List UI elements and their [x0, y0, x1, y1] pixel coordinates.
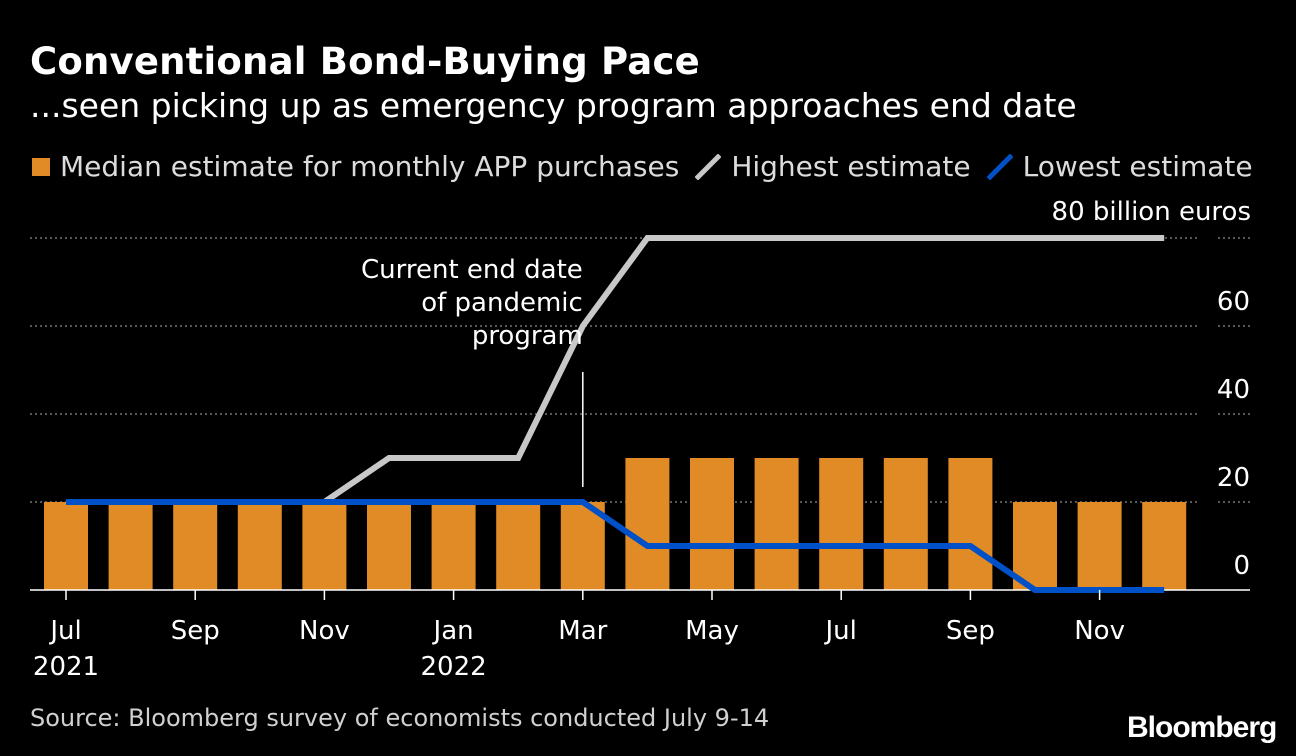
y-axis-top-label: 80 billion euros — [1052, 197, 1251, 227]
bar-2022-12 — [1142, 502, 1187, 590]
bar-2022-08 — [883, 458, 928, 590]
y-tick-label-40: 40 — [1217, 375, 1250, 405]
bar-2022-01 — [431, 502, 476, 590]
x-tick-label-10: May — [685, 616, 739, 646]
legend-swatch-median — [32, 157, 50, 176]
bar-2022-09 — [948, 458, 993, 590]
bar-2022-02 — [496, 502, 541, 590]
x-tick-label-12: Jul — [824, 616, 857, 646]
bar-2021-10 — [237, 502, 282, 590]
y-tick-label-60: 60 — [1217, 287, 1250, 317]
bloomberg-logo: Bloomberg — [1127, 711, 1277, 744]
x-tick-label-0: Jul — [48, 616, 81, 646]
bar-2022-11 — [1077, 502, 1122, 590]
bar-2022-04 — [625, 458, 670, 590]
bar-2021-08 — [108, 502, 153, 590]
legend-item-highest: Highest estimate — [695, 150, 971, 183]
bar-2021-07 — [44, 502, 88, 590]
x-tick-label-2: Sep — [171, 616, 220, 646]
legend: Median estimate for monthly APP purchase… — [32, 150, 1269, 183]
legend-swatch-highest — [695, 153, 722, 180]
bar-2022-03 — [560, 502, 605, 590]
legend-label-median: Median estimate for monthly APP purchase… — [60, 150, 680, 183]
legend-swatch-lowest — [986, 153, 1013, 180]
series-line-highest — [66, 235, 1165, 505]
x-tick-label-8: Mar — [558, 616, 607, 646]
legend-label-highest: Highest estimate — [731, 150, 971, 183]
x-tick-label-14: Sep — [946, 616, 995, 646]
bar-2022-06 — [754, 458, 799, 590]
series-line-lowest — [66, 499, 1165, 593]
source-note: Source: Bloomberg survey of economists c… — [30, 704, 770, 732]
bar-2021-11 — [302, 502, 347, 590]
chart-title: Conventional Bond-Buying Pace — [30, 40, 700, 83]
bar-2022-07 — [819, 458, 864, 590]
bar-2022-10 — [1013, 502, 1057, 590]
x-tick-label-16: Nov — [1074, 616, 1125, 646]
chart-subtitle: ...seen picking up as emergency program … — [30, 86, 1077, 125]
chart-plot: 0 20 40 60 80 billion euros Jul 2021 Sep Nov Jan 2… — [30, 197, 1251, 682]
x-tick-label-4: Nov — [299, 616, 350, 646]
annotation-text-line-1: Current end date — [361, 255, 583, 285]
y-tick-label-0: 0 — [1233, 551, 1250, 581]
annotation-text-line-2: of pandemic — [421, 288, 583, 318]
y-tick-label-20: 20 — [1217, 463, 1250, 493]
bar-2022-05 — [690, 458, 734, 590]
bar-2021-12 — [367, 502, 411, 590]
legend-item-lowest: Lowest estimate — [986, 150, 1253, 183]
bar-2021-09 — [173, 502, 218, 590]
annotation-text-line-3: program — [472, 321, 583, 351]
legend-item-median: Median estimate for monthly APP purchase… — [32, 150, 679, 183]
x-tick-sublabel-6: 2022 — [421, 652, 487, 682]
legend-label-lowest: Lowest estimate — [1022, 150, 1253, 183]
x-tick-label-6: Jan — [432, 616, 474, 646]
x-tick-sublabel-0: 2021 — [33, 652, 99, 682]
